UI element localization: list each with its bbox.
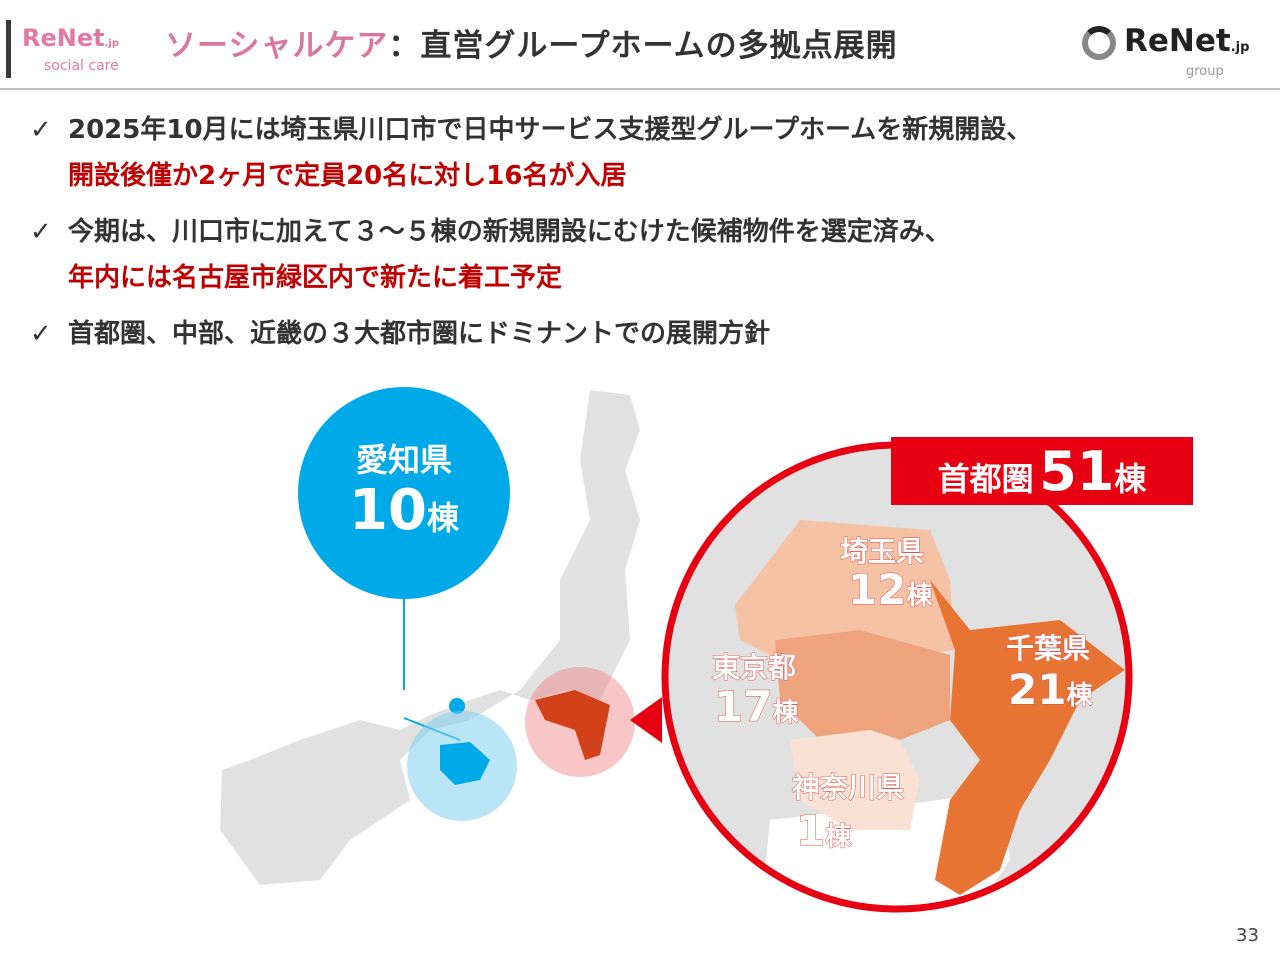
bullet-text: 今期は、川口市に加えて３～５棟の新規開設にむけた候補物件を選定済み、 xyxy=(68,217,951,247)
title-rest: ：直営グループホームの多拠点展開 xyxy=(388,28,898,64)
logo-sub: social care xyxy=(44,58,119,74)
renet-group-logo: ReNet.jp group xyxy=(1082,24,1262,79)
saitama-count: 12棟 xyxy=(847,565,933,615)
bullet-3: ✓ 首都圏、中部、近畿の３大都市圏にドミナントでの展開方針 xyxy=(30,311,770,357)
kanagawa-shape xyxy=(790,730,920,830)
shutoken-badge: 首都圏 51棟 xyxy=(937,440,1147,503)
bullet-text: 2025年10月には埼玉県川口市で日中サービス支援型グループホームを新規開設、 xyxy=(68,115,1033,145)
header-accent-bar xyxy=(6,20,11,78)
kanagawa-label: 神奈川県 xyxy=(791,771,905,805)
tokyo-shape xyxy=(775,630,950,740)
tokyo-count: 17棟 xyxy=(713,682,799,732)
logo-name: ReNet xyxy=(1124,23,1231,59)
aichi-shape xyxy=(440,742,490,785)
check-icon: ✓ xyxy=(30,115,52,145)
chiba-shape xyxy=(930,580,1125,895)
shutoken-badge-bg xyxy=(891,437,1193,505)
check-icon: ✓ xyxy=(30,319,52,349)
shutoken-shape xyxy=(535,690,610,760)
bullet-1: ✓ 2025年10月には埼玉県川口市で日中サービス支援型グループホームを新規開設、 xyxy=(30,107,1032,153)
aichi-label: 愛知県 xyxy=(355,441,452,479)
check-icon: ✓ xyxy=(30,217,52,247)
aichi-dot xyxy=(449,698,465,714)
japan-landmass xyxy=(220,390,640,885)
bullet-text: 首都圏、中部、近畿の３大都市圏にドミナントでの展開方針 xyxy=(68,319,771,349)
page-number: 33 xyxy=(1236,925,1259,946)
kanagawa-count: 1棟 xyxy=(795,806,852,856)
chiba-count: 21棟 xyxy=(1007,665,1093,715)
bullet-2: ✓ 今期は、川口市に加えて３～５棟の新規開設にむけた候補物件を選定済み、 xyxy=(30,209,951,255)
aichi-count: 10棟 xyxy=(349,478,459,543)
saitama-label: 埼玉県 xyxy=(839,535,925,569)
logo-sub: group xyxy=(1186,64,1224,79)
aichi-circle xyxy=(298,387,510,599)
logo-name: ReNet xyxy=(22,24,105,52)
renet-social-care-logo: ReNet.jp social care xyxy=(22,24,152,74)
pointer-triangle xyxy=(630,697,662,743)
logo-suffix: .jp xyxy=(1230,40,1250,55)
bullet-1-highlight: 開設後僅か2ヶ月で定員20名に対し16名が入居 xyxy=(68,161,627,191)
tokyo-label: 東京都 xyxy=(711,651,797,685)
header-divider xyxy=(0,88,1280,90)
saitama-shape xyxy=(735,520,955,670)
title-highlight: ソーシャルケア xyxy=(165,28,389,64)
chiba-label: 千葉県 xyxy=(1005,632,1091,666)
page-title: ソーシャルケア：直営グループホームの多拠点展開 xyxy=(165,20,898,65)
logo-ring-icon xyxy=(1082,26,1116,60)
logo-suffix: .jp xyxy=(104,38,119,49)
bullet-2-highlight: 年内には名古屋市緑区内で新たに着工予定 xyxy=(68,263,563,293)
